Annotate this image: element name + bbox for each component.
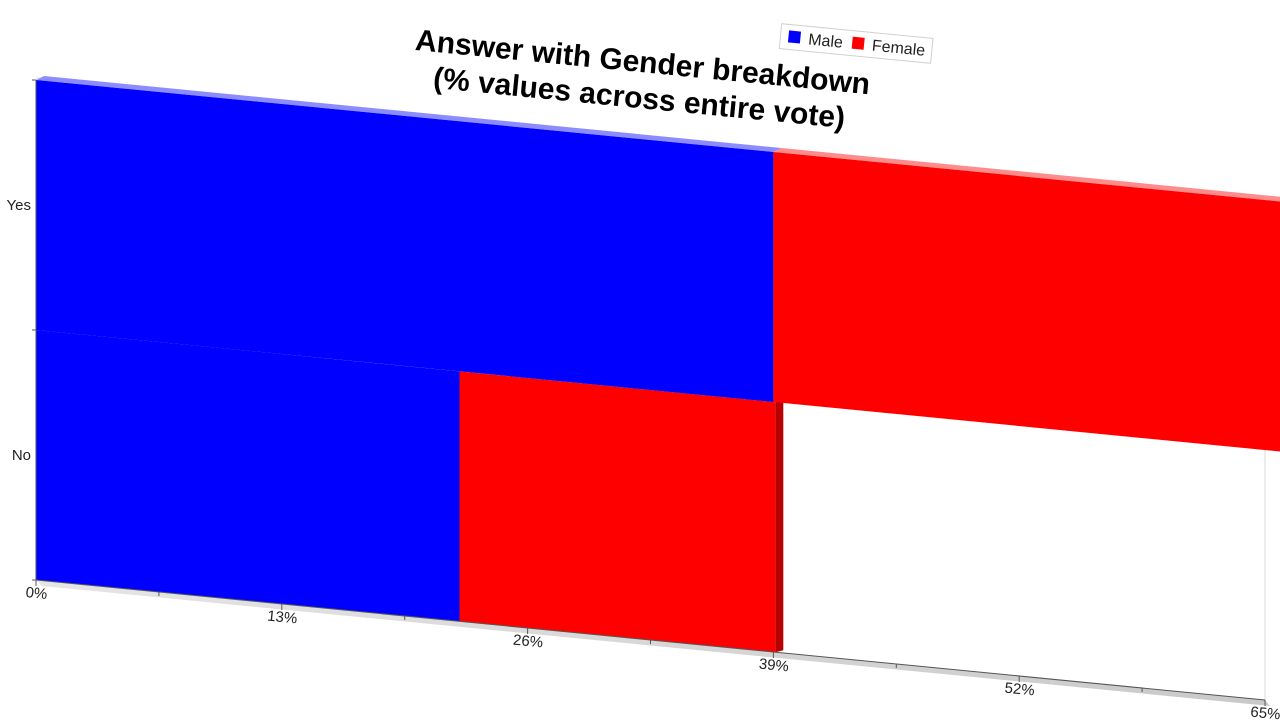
bar-yes-female bbox=[773, 148, 1280, 452]
x-axis: 0% 13% 26% 39% 52% 65% bbox=[25, 579, 1280, 720]
bar-no-male bbox=[36, 326, 468, 622]
y-tick-label-yes: Yes bbox=[7, 197, 31, 214]
legend-swatch-female bbox=[851, 36, 865, 50]
legend-label-female: Female bbox=[871, 38, 926, 60]
bar-yes-male-face bbox=[36, 80, 774, 402]
legend-swatch-male bbox=[787, 30, 802, 44]
y-tick-label-no: No bbox=[12, 447, 31, 464]
legend-label-male: Male bbox=[807, 31, 843, 51]
legend: Male Female bbox=[778, 23, 934, 64]
x-tick-label-13: 13% bbox=[266, 608, 298, 628]
bars-group bbox=[36, 76, 1280, 653]
bar-no-male-face bbox=[36, 330, 460, 622]
x-tick-label-0: 0% bbox=[25, 584, 48, 603]
bar-yes-female-top bbox=[773, 148, 1280, 202]
bar-yes-male bbox=[36, 76, 782, 402]
bar-no-female-face bbox=[459, 371, 776, 653]
bar-yes-male-top bbox=[36, 76, 782, 152]
bar-yes-female-face bbox=[773, 152, 1280, 452]
x-tick-label-39: 39% bbox=[758, 656, 790, 676]
bar-no-female-side bbox=[775, 398, 784, 653]
plot-floor bbox=[36, 580, 1270, 706]
bar-no-female bbox=[459, 367, 784, 653]
x-tick-label-26: 26% bbox=[512, 632, 544, 652]
x-tick-label-65: 65% bbox=[1250, 704, 1280, 720]
y-axis: Yes No bbox=[7, 79, 37, 581]
x-tick-label-52: 52% bbox=[1004, 680, 1036, 700]
